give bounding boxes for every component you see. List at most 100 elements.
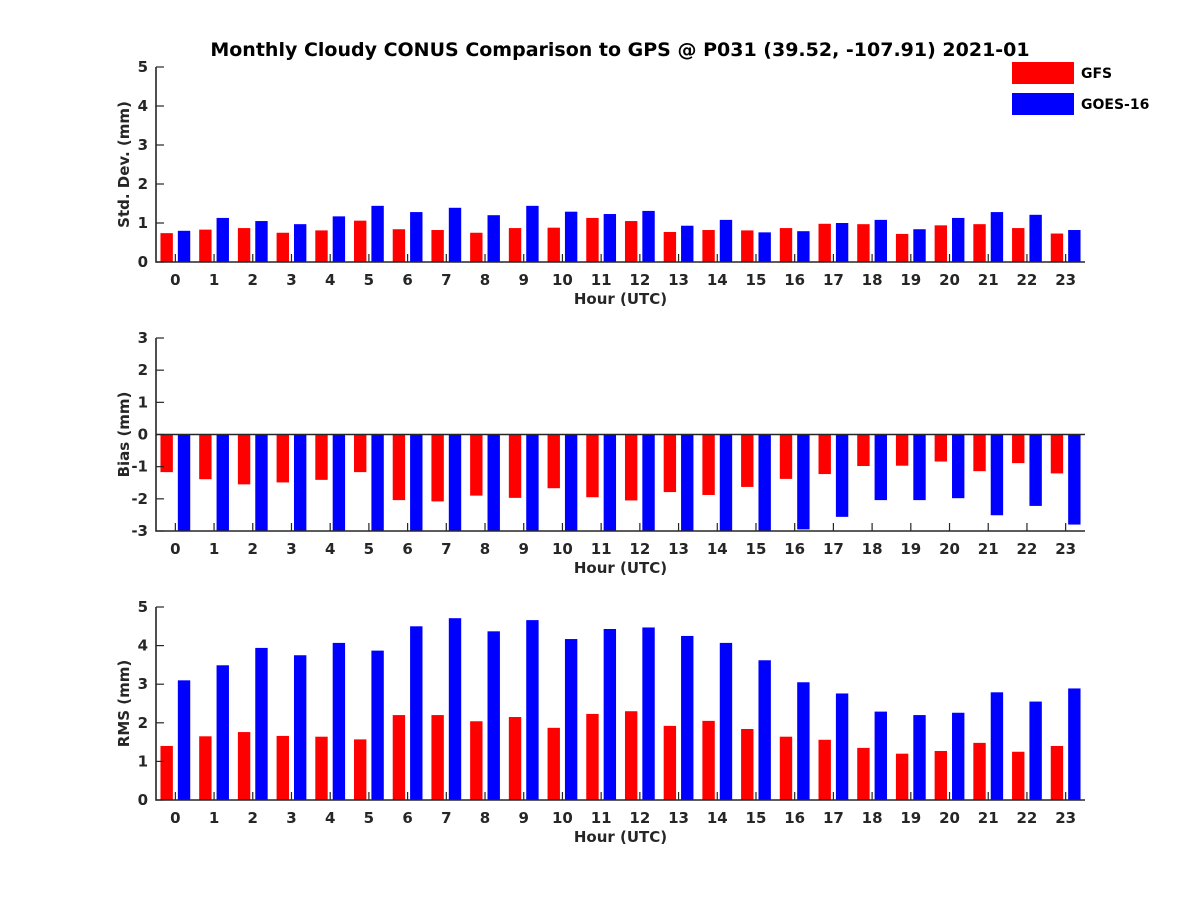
x-tick-label: 18 (862, 271, 883, 289)
y-tick-label: 1 (138, 752, 148, 770)
y-tick-label: 0 (138, 253, 148, 271)
bar-gfs-hour-5 (354, 739, 367, 800)
x-tick-label: 12 (629, 540, 650, 558)
bar-goes16-hour-8 (487, 631, 500, 800)
bar-gfs-hour-1 (199, 736, 212, 800)
x-tick-label: 5 (364, 809, 374, 827)
x-tick-label: 16 (784, 809, 805, 827)
bar-goes16-hour-5 (371, 650, 384, 800)
x-tick-label: 17 (823, 809, 844, 827)
bar-gfs-hour-19 (895, 434, 909, 466)
y-tick-label: 3 (138, 329, 148, 347)
x-tick-label: 7 (441, 271, 451, 289)
bar-goes16-hour-15 (758, 660, 771, 800)
bar-goes16-hour-20 (952, 434, 965, 499)
bar-goes16-hour-14 (719, 642, 733, 800)
x-tick-label: 3 (286, 271, 296, 289)
bar-gfs-hour-19 (895, 753, 909, 800)
bar-gfs-hour-10 (547, 727, 560, 800)
bar-goes16-hour-9 (526, 205, 539, 262)
bar-gfs-hour-9 (508, 717, 522, 800)
bar-gfs-hour-2 (237, 228, 251, 262)
bar-goes16-hour-3 (293, 434, 307, 531)
bar-goes16-hour-18 (874, 219, 887, 262)
legend-label-gfs: GFS (1081, 66, 1112, 82)
bar-goes16-hour-2 (255, 221, 268, 262)
bar-gfs-hour-5 (354, 220, 367, 262)
x-tick-label: 23 (1055, 540, 1076, 558)
bar-goes16-hour-16 (797, 434, 810, 530)
x-tick-label: 15 (746, 540, 767, 558)
bar-gfs-hour-10 (547, 434, 560, 489)
bar-goes16-hour-20 (952, 217, 965, 262)
x-tick-label: 0 (170, 271, 180, 289)
bar-gfs-hour-17 (818, 739, 831, 800)
bar-goes16-hour-3 (293, 655, 307, 800)
bar-gfs-hour-11 (586, 434, 599, 498)
bar-gfs-hour-12 (624, 221, 638, 262)
y-tick-label: -1 (131, 458, 148, 476)
bar-gfs-hour-14 (702, 720, 715, 800)
bar-goes16-hour-10 (564, 211, 578, 262)
x-tick-label: 8 (480, 809, 490, 827)
bar-gfs-hour-3 (276, 735, 289, 800)
bar-goes16-hour-4 (332, 434, 346, 531)
x-tick-label: 10 (552, 271, 573, 289)
bar-goes16-hour-19 (913, 434, 926, 501)
x-tick-label: 9 (519, 809, 529, 827)
x-tick-label: 4 (325, 540, 335, 558)
bar-goes16-hour-12 (642, 210, 655, 262)
bar-goes16-hour-7 (448, 207, 462, 262)
bar-goes16-hour-13 (681, 225, 694, 262)
x-tick-label: 19 (900, 540, 921, 558)
y-axis-label: Bias (mm) (115, 392, 133, 478)
x-tick-label: 2 (248, 271, 258, 289)
x-tick-label: 2 (248, 809, 258, 827)
chart-title: Monthly Cloudy CONUS Comparison to GPS @… (210, 39, 1029, 61)
x-axis-label: Hour (UTC) (574, 828, 667, 846)
x-tick-label: 18 (862, 540, 883, 558)
bar-gfs-hour-7 (431, 715, 444, 800)
x-tick-label: 20 (939, 809, 960, 827)
bar-gfs-hour-15 (741, 728, 754, 800)
bar-goes16-hour-5 (371, 205, 384, 262)
bar-goes16-hour-6 (410, 626, 423, 800)
bar-gfs-hour-16 (779, 736, 793, 800)
bar-gfs-hour-6 (392, 434, 406, 501)
x-tick-label: 0 (170, 809, 180, 827)
bar-goes16-hour-16 (797, 682, 810, 800)
bar-goes16-hour-21 (990, 212, 1004, 262)
x-tick-label: 14 (707, 809, 728, 827)
bar-goes16-hour-0 (177, 680, 191, 800)
bar-gfs-hour-14 (702, 230, 715, 262)
bar-goes16-hour-17 (835, 693, 849, 800)
x-tick-label: 17 (823, 540, 844, 558)
y-tick-label: 5 (138, 598, 148, 616)
bar-goes16-hour-9 (526, 620, 539, 800)
bar-goes16-hour-19 (913, 229, 926, 262)
bar-gfs-hour-6 (392, 229, 406, 262)
bar-goes16-hour-22 (1029, 434, 1042, 506)
x-tick-label: 1 (209, 809, 219, 827)
bar-gfs-hour-11 (586, 713, 599, 800)
bar-goes16-hour-14 (719, 219, 733, 262)
bar-gfs-hour-16 (779, 228, 793, 262)
bar-gfs-hour-11 (586, 217, 599, 262)
x-tick-label: 19 (900, 809, 921, 827)
bar-goes16-hour-11 (603, 434, 617, 531)
bar-goes16-hour-10 (564, 639, 578, 800)
y-tick-label: 1 (138, 214, 148, 232)
bar-gfs-hour-20 (934, 750, 948, 800)
x-tick-label: 7 (441, 809, 451, 827)
x-tick-label: 12 (629, 809, 650, 827)
bar-goes16-hour-6 (410, 212, 423, 262)
y-tick-label: 4 (138, 97, 148, 115)
x-tick-label: 17 (823, 271, 844, 289)
bar-goes16-hour-4 (332, 642, 346, 800)
x-tick-label: 9 (519, 540, 529, 558)
bar-goes16-hour-11 (603, 629, 617, 800)
bar-goes16-hour-18 (874, 711, 887, 800)
legend-swatch-goes16 (1012, 93, 1074, 115)
